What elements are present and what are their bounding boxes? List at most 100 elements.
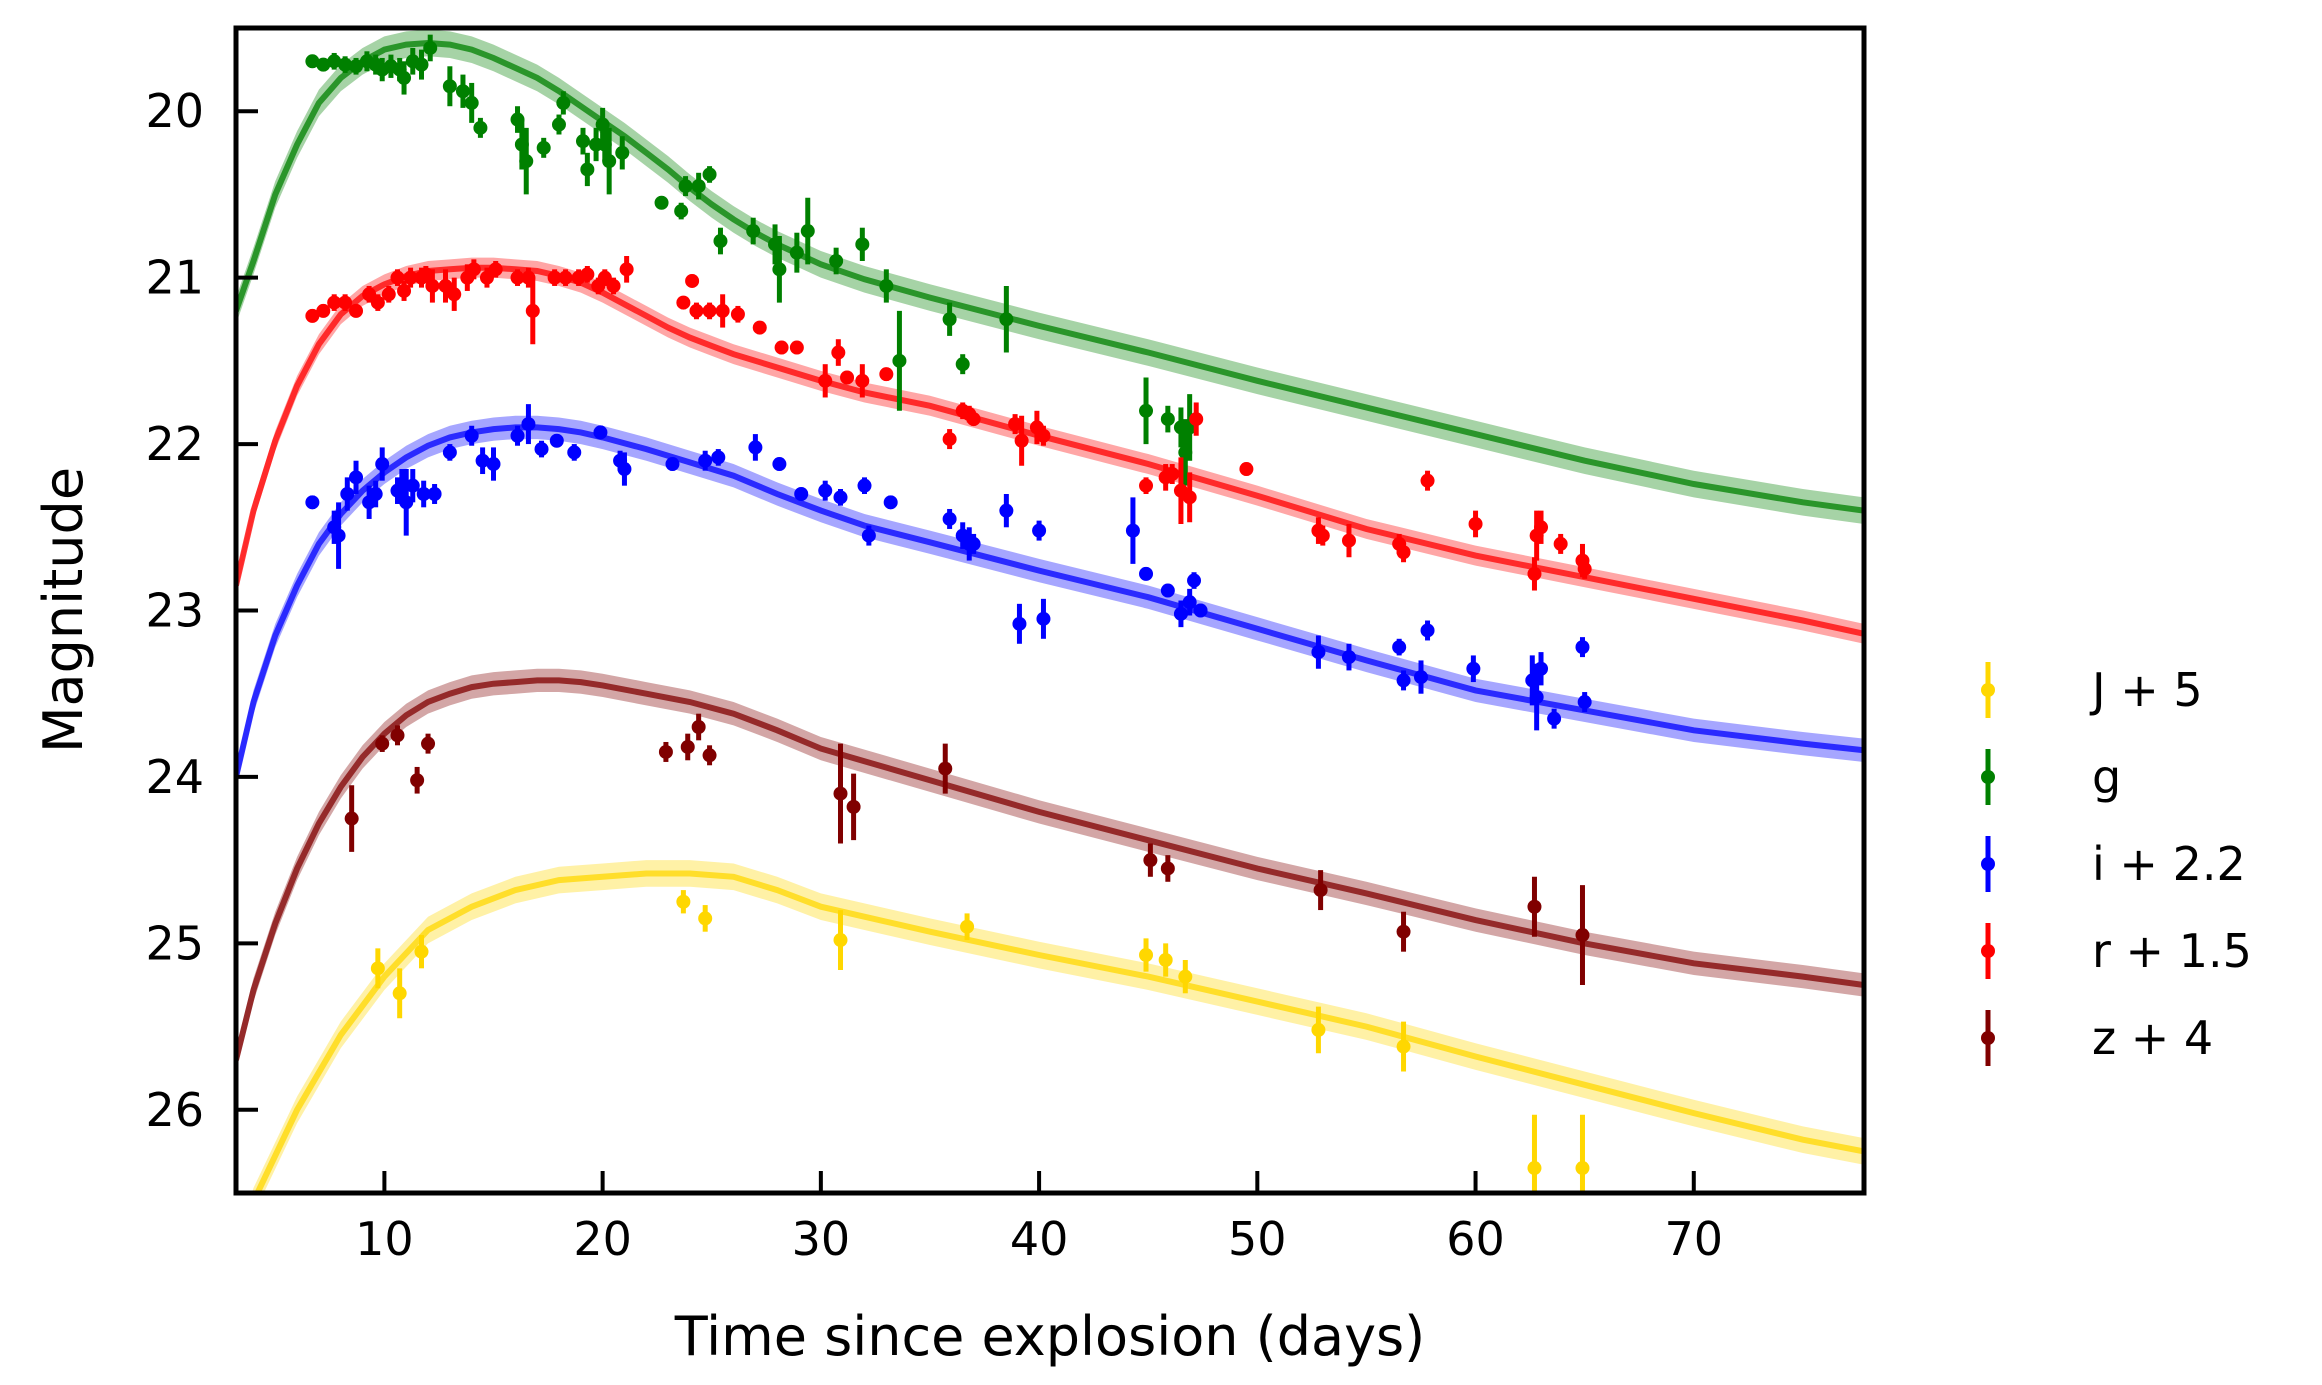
marker [654,195,669,210]
marker [774,340,789,355]
data-point-g [713,227,728,255]
data-point-i-2-2 [818,480,833,501]
marker [1160,861,1175,876]
marker [1187,573,1202,588]
marker [362,287,377,302]
marker [1182,595,1197,610]
y-tick-label: 20 [145,84,204,138]
data-point-i-2-2 [883,495,898,510]
marker [410,773,425,788]
y-tick-label: 26 [145,1083,204,1137]
model-lines [236,39,1864,1193]
marker [602,154,617,169]
data-point-r-1-5 [362,285,377,303]
data-point-r-1-5 [774,340,789,355]
data-point-r-1-5 [730,305,745,323]
data-point-r-1-5 [606,277,621,295]
marker [486,457,501,472]
data-point-r-1-5 [418,265,433,283]
marker [665,457,680,472]
marker [416,487,431,501]
data-point-i-2-2 [665,457,680,472]
model-band-j-5 [251,860,1864,1193]
legend-marker [1981,857,1995,871]
data-point-r-1-5 [381,285,396,303]
data-point-r-1-5 [425,269,440,303]
marker [1575,928,1590,943]
data-point-i-2-2 [1036,598,1051,639]
marker [519,154,534,169]
marker [305,495,320,510]
data-point-r-1-5 [305,308,320,323]
marker [883,495,898,510]
marker [833,933,848,948]
marker [1182,490,1197,505]
data-point-i-2-2 [1193,603,1208,618]
marker [818,483,833,498]
marker [789,340,804,355]
marker [1420,473,1435,488]
marker [349,59,364,74]
marker [1547,711,1562,726]
marker [1036,428,1051,443]
marker [818,373,833,388]
data-point-r-1-5 [403,267,418,288]
data-point-r-1-5 [689,302,704,320]
marker [370,295,385,310]
data-point-i-2-2 [1125,497,1140,564]
data-point-g [955,354,970,375]
data-point-r-1-5 [879,367,894,382]
marker [414,57,429,72]
data-point-i-2-2 [1311,635,1326,669]
data-point-i-2-2 [340,477,355,511]
data-point-g [442,66,457,107]
marker [455,84,470,99]
marker [418,267,433,282]
legend-label: i + 2.2 [2092,837,2246,891]
marker [702,303,717,318]
marker [558,270,573,285]
marker [1396,545,1411,560]
data-point-r-1-5 [510,269,525,286]
marker [1341,533,1356,548]
marker [1239,462,1254,477]
data-point-i-2-2 [1012,603,1027,644]
marker [1139,948,1154,963]
marker [1577,695,1592,710]
marker [715,303,730,318]
legend-entry-r-1-5: r + 1.5 [1981,923,2252,979]
data-point-r-1-5 [447,277,462,311]
data-point-z-4 [390,725,405,746]
marker [349,303,364,318]
x-tick-label: 70 [1665,1212,1724,1266]
data-point-z-4 [344,785,359,852]
data-point-i-2-2 [1182,588,1197,616]
marker [344,811,359,826]
marker [960,919,975,934]
data-point-z-4 [375,735,390,752]
marker [580,267,595,282]
data-point-r-1-5 [676,295,691,310]
marker [421,736,436,751]
data-point-i-2-2 [349,460,364,494]
marker [399,495,414,510]
data-point-j-5 [1139,938,1154,972]
data-point-r-1-5 [370,294,385,311]
marker [390,270,405,285]
marker [794,487,809,501]
data-point-i-2-2 [405,469,420,503]
data-point-z-4 [1160,855,1175,882]
marker [829,254,844,268]
data-point-i-2-2 [1420,620,1435,641]
marker [1527,566,1542,581]
marker [331,528,346,543]
data-point-g [691,172,706,200]
data-point-i-2-2 [464,425,479,446]
marker [397,70,412,85]
data-point-r-1-5 [1014,415,1029,466]
data-point-g [551,114,566,135]
marker [525,303,540,318]
legend-label: r + 1.5 [2092,924,2252,978]
marker [1158,953,1173,967]
marker [999,312,1014,327]
